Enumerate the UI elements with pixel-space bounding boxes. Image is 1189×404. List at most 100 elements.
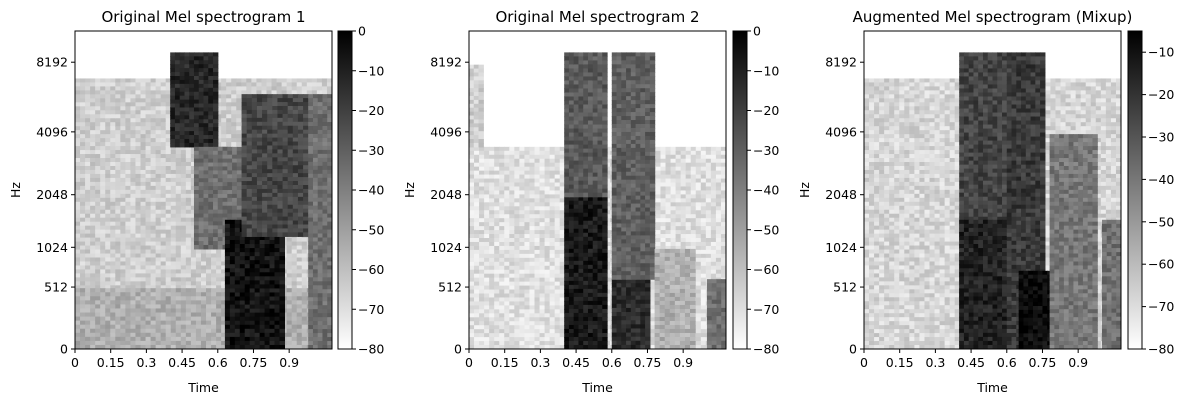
heatmap-cell: [90, 316, 96, 322]
heatmap-cell: [259, 252, 266, 257]
heatmap-cell: [189, 87, 195, 93]
heatmap-cell: [259, 292, 266, 298]
heatmap-cell: [125, 177, 132, 183]
heatmap-cell: [208, 150, 214, 156]
heatmap-cell: [175, 324, 182, 330]
heatmap-cell: [100, 181, 106, 187]
heatmap-cell: [130, 300, 137, 305]
heatmap-cell: [105, 138, 111, 143]
heatmap-cell: [125, 106, 132, 111]
heatmap-cell: [145, 189, 152, 195]
heatmap-cell: [85, 146, 91, 151]
heatmap-cell: [95, 233, 101, 239]
heatmap-cell: [234, 227, 241, 233]
heatmap-cell: [241, 82, 247, 87]
heatmap-cell: [236, 190, 243, 195]
heatmap-cell: [155, 177, 162, 183]
heatmap-cell: [190, 181, 197, 187]
heatmap-cell: [296, 332, 303, 338]
heatmap-cell: [291, 328, 298, 334]
heatmap-cell: [150, 122, 157, 127]
heatmap-cell: [125, 78, 132, 84]
heatmap-cell: [150, 265, 157, 271]
heatmap-cell: [221, 281, 227, 286]
heatmap-cell: [75, 249, 81, 255]
heatmap-cell: [140, 237, 147, 243]
heatmap-cell: [80, 102, 86, 107]
heatmap-cell: [198, 225, 205, 230]
heatmap-cell: [256, 82, 263, 87]
heatmap-cell: [75, 177, 81, 183]
heatmap-cell: [170, 261, 177, 267]
heatmap-cell: [125, 292, 132, 297]
heatmap-cell: [85, 114, 91, 119]
heatmap-cell: [195, 320, 202, 326]
heatmap-cell: [170, 296, 177, 301]
heatmap-cell: [115, 118, 121, 123]
heatmap-cell: [236, 82, 242, 87]
heatmap-cell: [105, 328, 111, 334]
heatmap-cell: [216, 253, 222, 259]
heatmap-cell: [95, 257, 101, 263]
heatmap-cell: [115, 185, 121, 191]
heatmap-cell: [193, 182, 200, 187]
heatmap-cell: [140, 158, 147, 163]
heatmap-cell: [200, 257, 207, 263]
heatmap-cell: [244, 316, 251, 322]
heatmap-cell: [216, 90, 222, 95]
heatmap-cell: [217, 237, 224, 242]
heatmap-cell: [135, 197, 142, 203]
heatmap-cell: [316, 90, 323, 95]
heatmap-cell: [110, 241, 116, 247]
heatmap-cell: [217, 225, 224, 230]
heatmap-cell: [160, 126, 167, 131]
heatmap-cell: [150, 102, 157, 107]
heatmap-cell: [85, 328, 91, 334]
heatmap-cell: [160, 173, 167, 179]
heatmap-cell: [180, 285, 187, 290]
heatmap-cell: [120, 193, 126, 199]
heatmap-cell: [189, 56, 195, 61]
heatmap-cell: [291, 285, 298, 290]
heatmap-cell: [224, 268, 231, 273]
heatmap-cell: [189, 135, 195, 140]
heatmap-cell: [198, 190, 205, 195]
heatmap-cell: [140, 316, 147, 322]
heatmap-cell: [90, 221, 96, 227]
heatmap-cell: [193, 64, 200, 69]
heatmap-cell: [189, 115, 195, 120]
heatmap-cell: [95, 126, 101, 131]
heatmap-cell: [170, 99, 176, 105]
heatmap-cell: [208, 131, 214, 136]
heatmap-cell: [155, 138, 162, 143]
heatmap-cell: [180, 225, 187, 231]
heatmap-cell: [120, 237, 126, 243]
heatmap-cell: [155, 261, 162, 267]
heatmap-cell: [170, 154, 177, 159]
heatmap-cell: [236, 186, 243, 191]
heatmap-cell: [105, 237, 111, 243]
heatmap-cell: [213, 186, 219, 191]
heatmap-cell: [213, 170, 219, 175]
heatmap-cell: [286, 261, 293, 267]
heatmap-cell: [110, 185, 116, 191]
heatmap-cell: [301, 253, 308, 259]
heatmap-cell: [85, 292, 91, 297]
heatmap-cell: [184, 83, 190, 89]
heatmap-cell: [135, 300, 142, 305]
heatmap-cell: [301, 281, 308, 286]
heatmap-cell: [234, 304, 241, 310]
heatmap-cell: [221, 110, 227, 115]
heatmap-cell: [326, 86, 332, 91]
heatmap-cell: [100, 285, 106, 290]
heatmap-cell: [175, 237, 182, 243]
heatmap-cell: [195, 332, 202, 338]
heatmap-cell: [224, 235, 231, 241]
heatmap-cell: [175, 209, 182, 215]
heatmap-cell: [180, 201, 187, 207]
heatmap-cell: [193, 91, 200, 97]
heatmap-cell: [249, 276, 256, 281]
heatmap-cell: [110, 316, 116, 322]
heatmap-cell: [130, 118, 137, 123]
heatmap-cell: [179, 138, 186, 144]
